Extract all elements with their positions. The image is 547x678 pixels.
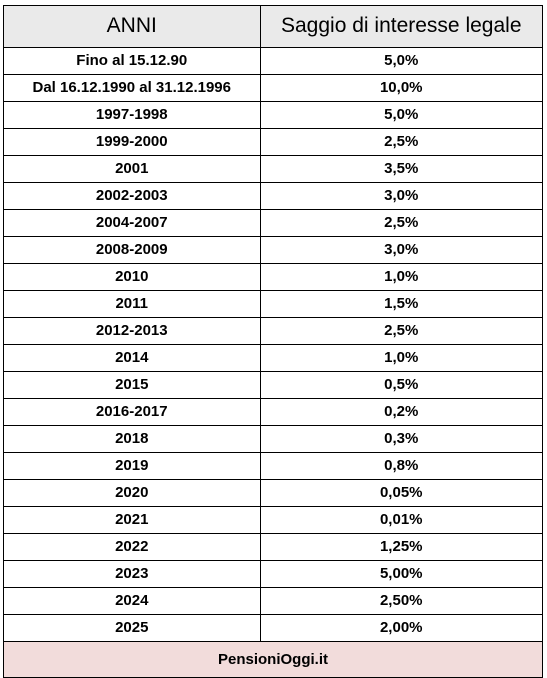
rate-cell: 0,05% [259, 478, 542, 507]
rate-cell: 3,5% [259, 154, 542, 183]
period-cell: 2023 [4, 559, 261, 588]
period-cell: 2008-2009 [4, 235, 261, 264]
header-legal-rate: Saggio di interesse legale [259, 6, 542, 48]
rate-cell: 2,5% [259, 316, 542, 345]
table-row: 1999-2000 2,5% [4, 127, 542, 156]
rate-cell: 0,5% [259, 370, 542, 399]
rate-cell: 10,0% [259, 73, 542, 102]
rate-cell: 0,8% [259, 451, 542, 480]
period-cell: 2014 [4, 343, 261, 372]
period-cell: Fino al 15.12.90 [4, 46, 261, 75]
period-cell: 2020 [4, 478, 261, 507]
rate-cell: 3,0% [259, 181, 542, 210]
table-body: Fino al 15.12.90 5,0% Dal 16.12.1990 al 31… [4, 46, 542, 642]
rate-cell: 2,5% [259, 208, 542, 237]
rate-cell: 5,0% [259, 100, 542, 129]
period-cell: 2022 [4, 532, 261, 561]
period-cell: 2001 [4, 154, 261, 183]
table-row: 2021 0,01% [4, 505, 542, 534]
period-cell: 2018 [4, 424, 261, 453]
rate-cell: 0,2% [259, 397, 542, 426]
period-cell: 2016-2017 [4, 397, 261, 426]
period-cell: 2004-2007 [4, 208, 261, 237]
interest-rate-table: ANNI Saggio di interesse legale Fino al … [4, 6, 542, 677]
table-row: 2019 0,8% [4, 451, 542, 480]
table-row: 2020 0,05% [4, 478, 542, 507]
table-footer-row: PensioniOggi.it [4, 640, 542, 677]
table-row: 2004-2007 2,5% [4, 208, 542, 237]
table-row: 2015 0,5% [4, 370, 542, 399]
period-cell: 1999-2000 [4, 127, 261, 156]
period-cell: 2012-2013 [4, 316, 261, 345]
table-row: 2024 2,50% [4, 586, 542, 615]
source-credit: PensioniOggi.it [4, 640, 542, 677]
period-cell: 2002-2003 [4, 181, 261, 210]
table-row: 2010 1,0% [4, 262, 542, 291]
rate-cell: 3,0% [259, 235, 542, 264]
rate-cell: 1,0% [259, 262, 542, 291]
period-cell: 2021 [4, 505, 261, 534]
table-row: 2014 1,0% [4, 343, 542, 372]
table-row: 1997-1998 5,0% [4, 100, 542, 129]
period-cell: 2011 [4, 289, 261, 318]
table-header-row: ANNI Saggio di interesse legale [4, 6, 542, 48]
period-cell: 2025 [4, 613, 261, 642]
rate-cell: 1,0% [259, 343, 542, 372]
period-cell: 1997-1998 [4, 100, 261, 129]
table-row: 2018 0,3% [4, 424, 542, 453]
period-cell: Dal 16.12.1990 al 31.12.1996 [4, 73, 261, 102]
table-row: Fino al 15.12.90 5,0% [4, 46, 542, 75]
rate-cell: 0,3% [259, 424, 542, 453]
rate-cell: 5,00% [259, 559, 542, 588]
rate-cell: 1,25% [259, 532, 542, 561]
table-row: 2022 1,25% [4, 532, 542, 561]
period-cell: 2015 [4, 370, 261, 399]
table-row: 2008-2009 3,0% [4, 235, 542, 264]
table-row: Dal 16.12.1990 al 31.12.1996 10,0% [4, 73, 542, 102]
table-row: 2012-2013 2,5% [4, 316, 542, 345]
rate-cell: 2,50% [259, 586, 542, 615]
table-row: 2002-2003 3,0% [4, 181, 542, 210]
table-row: 2001 3,5% [4, 154, 542, 183]
period-cell: 2024 [4, 586, 261, 615]
header-years: ANNI [4, 6, 261, 48]
rate-cell: 5,0% [259, 46, 542, 75]
rate-cell: 0,01% [259, 505, 542, 534]
period-cell: 2019 [4, 451, 261, 480]
table-row: 2023 5,00% [4, 559, 542, 588]
rate-cell: 1,5% [259, 289, 542, 318]
table-row: 2016-2017 0,2% [4, 397, 542, 426]
interest-rate-table-frame: ANNI Saggio di interesse legale Fino al … [3, 5, 543, 678]
table-row: 2011 1,5% [4, 289, 542, 318]
table-row: 2025 2,00% [4, 613, 542, 642]
rate-cell: 2,00% [259, 613, 542, 642]
period-cell: 2010 [4, 262, 261, 291]
rate-cell: 2,5% [259, 127, 542, 156]
